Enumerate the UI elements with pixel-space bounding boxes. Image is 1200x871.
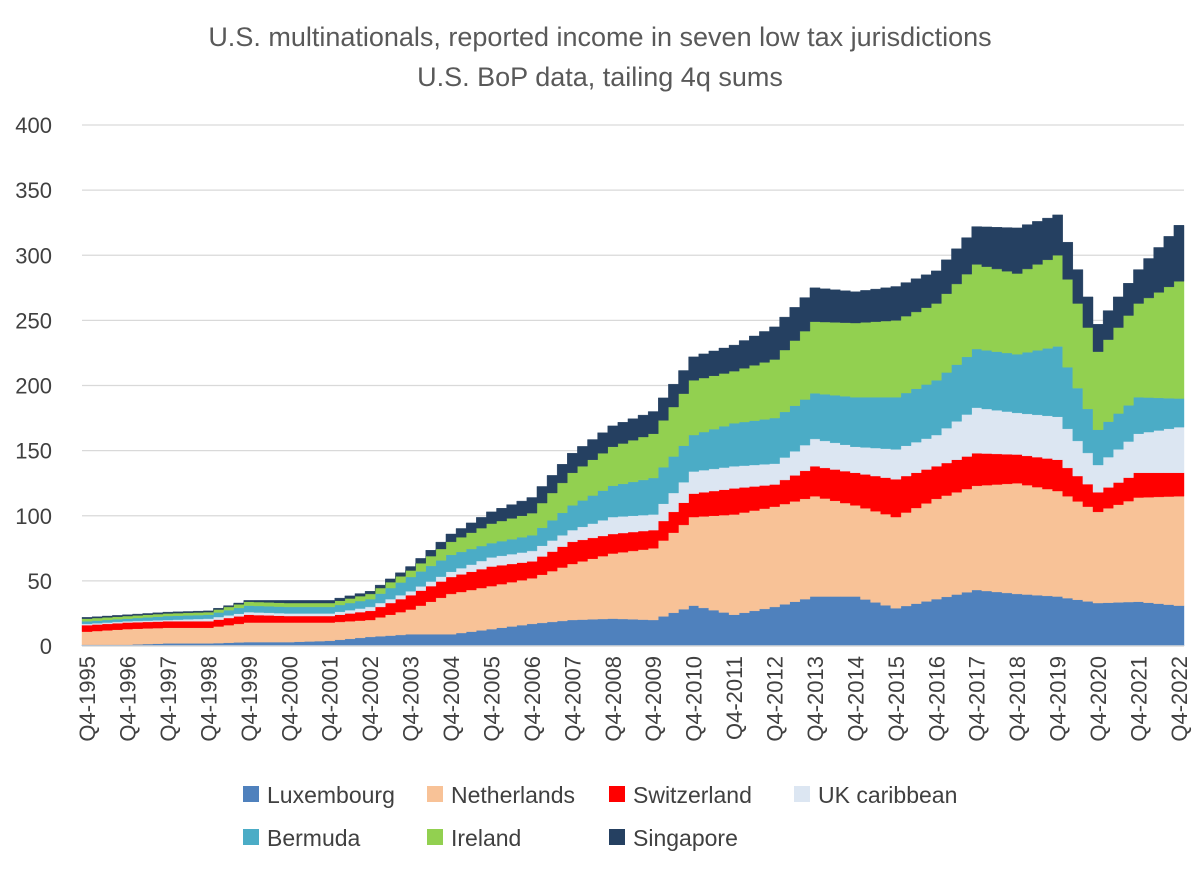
legend-label-switzerland: Switzerland xyxy=(633,782,752,808)
x-tick-label: Q4-2012 xyxy=(763,656,788,742)
x-tick-label: Q4-2002 xyxy=(358,656,383,742)
x-tick-label: Q4-2020 xyxy=(1086,656,1111,742)
legend-item-uk-caribbean: UK caribbean xyxy=(794,782,957,808)
x-tick-label: Q4-2022 xyxy=(1167,656,1192,742)
y-tick-label: 50 xyxy=(28,569,52,594)
y-tick-label: 0 xyxy=(40,634,52,659)
legend-item-ireland: Ireland xyxy=(427,825,521,851)
x-tick-label: Q4-2005 xyxy=(479,656,504,742)
x-tick-label: Q4-2008 xyxy=(601,656,626,742)
legend-swatch-singapore xyxy=(609,829,625,845)
y-tick-label: 300 xyxy=(15,243,52,268)
x-tick-label: Q4-1999 xyxy=(237,656,262,742)
x-tick-label: Q4-2001 xyxy=(318,656,343,742)
plot-area xyxy=(81,214,1185,647)
legend-swatch-netherlands xyxy=(427,786,443,802)
x-tick-label: Q4-2019 xyxy=(1046,656,1071,742)
y-tick-label: 100 xyxy=(15,504,52,529)
legend-item-netherlands: Netherlands xyxy=(427,782,575,808)
y-tick-label: 400 xyxy=(15,113,52,138)
legend-label-singapore: Singapore xyxy=(633,825,738,851)
legend-item-singapore: Singapore xyxy=(609,825,738,851)
y-tick-label: 350 xyxy=(15,178,52,203)
x-tick-label: Q4-2006 xyxy=(520,656,545,742)
x-tick-label: Q4-2009 xyxy=(641,656,666,742)
legend-item-luxembourg: Luxembourg xyxy=(243,782,395,808)
x-tick-label: Q4-1998 xyxy=(196,656,221,742)
legend-label-netherlands: Netherlands xyxy=(451,782,575,808)
legend-label-uk-caribbean: UK caribbean xyxy=(818,782,957,808)
legend-swatch-switzerland xyxy=(609,786,625,802)
chart-title-line-2: U.S. BoP data, tailing 4q sums xyxy=(417,62,783,92)
legend: Luxembourg Netherlands Switzerland UK carib… xyxy=(243,782,957,851)
x-tick-label: Q4-2007 xyxy=(560,656,585,742)
y-tick-label: 250 xyxy=(15,308,52,333)
x-tick-label: Q4-2021 xyxy=(1127,656,1152,742)
legend-label-bermuda: Bermuda xyxy=(267,825,361,851)
legend-label-ireland: Ireland xyxy=(451,825,521,851)
chart-title: U.S. multinationals, reported income in … xyxy=(208,22,991,92)
legend-item-switzerland: Switzerland xyxy=(609,782,752,808)
x-tick-label: Q4-1996 xyxy=(115,656,140,742)
legend-swatch-uk-caribbean xyxy=(794,786,810,802)
x-tick-label: Q4-2003 xyxy=(399,656,424,742)
y-tick-label: 200 xyxy=(15,374,52,399)
x-tick-label: Q4-2004 xyxy=(439,656,464,742)
x-tick-label: Q4-2018 xyxy=(1005,656,1030,742)
legend-item-bermuda: Bermuda xyxy=(243,825,361,851)
legend-label-luxembourg: Luxembourg xyxy=(267,782,395,808)
x-tick-label: Q4-2016 xyxy=(924,656,949,742)
legend-swatch-luxembourg xyxy=(243,786,259,802)
legend-swatch-ireland xyxy=(427,829,443,845)
chart-title-line-1: U.S. multinationals, reported income in … xyxy=(208,22,991,52)
x-tick-label: Q4-1995 xyxy=(75,656,100,742)
x-tick-label: Q4-2013 xyxy=(803,656,828,742)
axes: 0 50 100 150 200 250 300 350 400 Q4-1995 Q4-1996 Q4… xyxy=(15,113,1192,742)
x-tick-label: Q4-2011 xyxy=(722,656,747,740)
series-area-singapore xyxy=(81,214,1185,619)
legend-swatch-bermuda xyxy=(243,829,259,845)
x-tick-label: Q4-1997 xyxy=(156,656,181,742)
x-tick-label: Q4-2017 xyxy=(965,656,990,742)
y-tick-label: 150 xyxy=(15,439,52,464)
x-tick-label: Q4-2010 xyxy=(682,656,707,742)
x-tick-label: Q4-2014 xyxy=(843,656,868,742)
x-tick-label: Q4-2015 xyxy=(884,656,909,742)
x-tick-label: Q4-2000 xyxy=(277,656,302,742)
